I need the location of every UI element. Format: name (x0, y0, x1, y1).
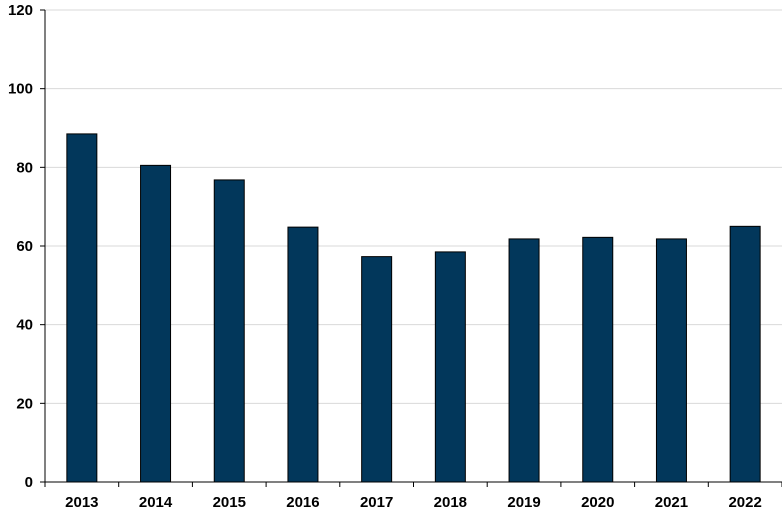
axes (40, 9, 782, 487)
x-tick-label: 2016 (286, 494, 319, 511)
bar (582, 236, 614, 483)
y-tick-label: 80 (16, 159, 33, 176)
bar (140, 164, 172, 483)
bar (361, 256, 393, 483)
y-tick-label: 40 (16, 317, 33, 334)
bar (508, 238, 540, 483)
bar (287, 226, 319, 483)
y-tick-label: 60 (16, 238, 33, 255)
bar (213, 179, 245, 483)
bar (729, 225, 761, 483)
x-tick-label: 2019 (507, 494, 540, 511)
y-tick-label: 20 (16, 395, 33, 412)
x-tick-label: 2018 (434, 494, 467, 511)
x-tick-label: 2020 (581, 494, 614, 511)
x-tick-label: 2014 (139, 494, 173, 511)
x-tick-label: 2015 (213, 494, 246, 511)
x-tick-label: 2017 (360, 494, 393, 511)
y-axis-tick-labels: 0 20 40 60 80 100 120 (8, 2, 33, 491)
y-tick-label: 0 (25, 474, 33, 491)
x-axis-tick-labels: 2013 2014 2015 2016 2017 2018 2019 2020 2021 2022 (65, 494, 762, 511)
bar-series (66, 133, 761, 483)
bar (66, 133, 98, 483)
x-tick-label: 2021 (655, 494, 688, 511)
bar (434, 251, 466, 483)
y-tick-label: 100 (8, 81, 33, 98)
y-tick-label: 120 (8, 2, 33, 19)
bar (655, 238, 687, 483)
x-tick-label: 2013 (65, 494, 98, 511)
x-tick-label: 2022 (728, 494, 761, 511)
